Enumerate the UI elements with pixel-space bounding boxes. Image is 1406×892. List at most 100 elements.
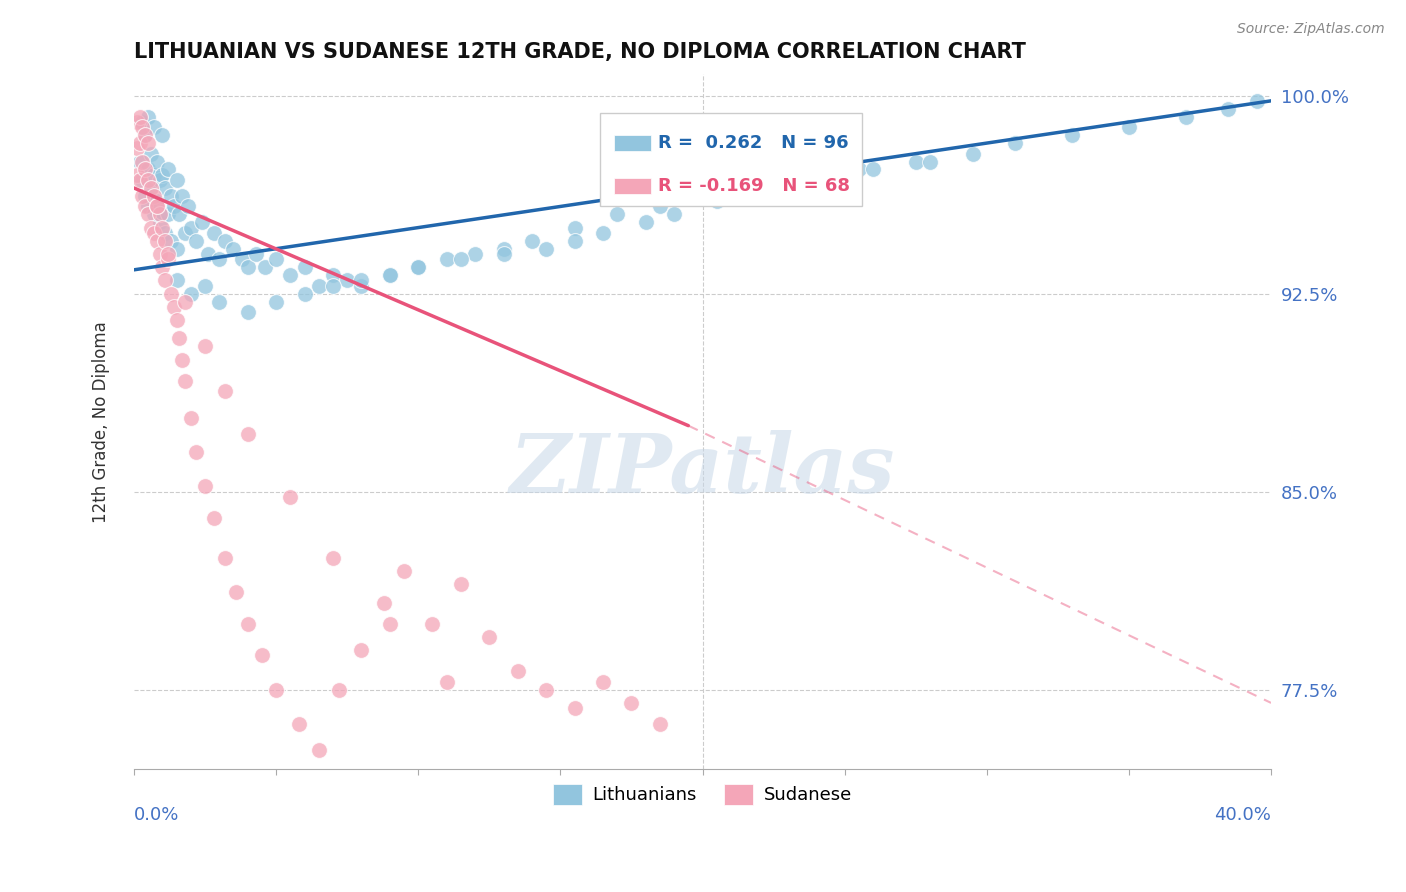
Point: [378, 616, 401, 631]
Point: [450, 252, 472, 267]
Text: R =  0.262   N = 96: R = 0.262 N = 96: [658, 134, 849, 152]
Point: [1218, 102, 1240, 116]
Point: [253, 260, 276, 275]
Point: [142, 189, 165, 203]
Point: [294, 260, 316, 275]
Point: [197, 247, 219, 261]
FancyBboxPatch shape: [614, 136, 651, 151]
Point: [128, 110, 150, 124]
Point: [194, 278, 217, 293]
Point: [214, 234, 236, 248]
Point: [1004, 136, 1026, 150]
Point: [222, 242, 245, 256]
Point: [142, 226, 165, 240]
Point: [328, 682, 350, 697]
Text: Source: ZipAtlas.com: Source: ZipAtlas.com: [1237, 22, 1385, 37]
Point: [134, 128, 156, 143]
Point: [231, 252, 253, 267]
Point: [202, 511, 225, 525]
Point: [194, 479, 217, 493]
Point: [160, 286, 183, 301]
Point: [620, 696, 643, 710]
Point: [172, 352, 194, 367]
Point: [166, 173, 188, 187]
Point: [148, 173, 170, 187]
Point: [172, 189, 194, 203]
Point: [436, 674, 458, 689]
Point: [139, 146, 162, 161]
Point: [202, 226, 225, 240]
Point: [131, 115, 153, 129]
Point: [180, 286, 202, 301]
Point: [166, 242, 188, 256]
Point: [236, 616, 259, 631]
Point: [592, 674, 614, 689]
Point: [706, 194, 728, 209]
Point: [1118, 120, 1140, 135]
Point: [163, 199, 186, 213]
Point: [250, 648, 273, 663]
Point: [131, 173, 153, 187]
Point: [186, 445, 208, 459]
Point: [406, 260, 429, 275]
Point: [145, 154, 167, 169]
Point: [288, 717, 311, 731]
Point: [166, 273, 188, 287]
Point: [145, 234, 167, 248]
Point: [148, 207, 170, 221]
Point: [350, 643, 373, 657]
Point: [157, 162, 180, 177]
Point: [128, 173, 150, 187]
Point: [208, 294, 231, 309]
Point: [157, 252, 180, 267]
Point: [225, 585, 247, 599]
Point: [191, 215, 214, 229]
Point: [166, 313, 188, 327]
Point: [492, 242, 515, 256]
Point: [155, 234, 177, 248]
Point: [806, 173, 828, 187]
Point: [134, 162, 156, 177]
Point: [150, 260, 173, 275]
Point: [336, 273, 359, 287]
Point: [134, 189, 156, 203]
Point: [214, 550, 236, 565]
Point: [163, 300, 186, 314]
Point: [748, 181, 770, 195]
Point: [264, 294, 287, 309]
Point: [131, 189, 153, 203]
Point: [373, 596, 395, 610]
Text: R = -0.169   N = 68: R = -0.169 N = 68: [658, 177, 851, 194]
Point: [136, 162, 159, 177]
Point: [278, 268, 301, 282]
Point: [148, 215, 170, 229]
Point: [136, 207, 159, 221]
Point: [322, 278, 344, 293]
Point: [148, 247, 170, 261]
Point: [308, 743, 330, 757]
Point: [214, 384, 236, 399]
Point: [662, 207, 685, 221]
Point: [378, 268, 401, 282]
Point: [378, 268, 401, 282]
Point: [155, 273, 177, 287]
Point: [139, 220, 162, 235]
Point: [478, 630, 501, 644]
Point: [160, 234, 183, 248]
Point: [436, 252, 458, 267]
Point: [606, 207, 628, 221]
Point: [322, 550, 344, 565]
Point: [406, 260, 429, 275]
Point: [136, 136, 159, 150]
Point: [142, 120, 165, 135]
Point: [125, 115, 148, 129]
Point: [142, 168, 165, 182]
Point: [125, 168, 148, 182]
Point: [131, 154, 153, 169]
Point: [962, 146, 984, 161]
Point: [264, 252, 287, 267]
Point: [139, 181, 162, 195]
Point: [862, 162, 884, 177]
Text: LITHUANIAN VS SUDANESE 12TH GRADE, NO DIPLOMA CORRELATION CHART: LITHUANIAN VS SUDANESE 12TH GRADE, NO DI…: [134, 42, 1026, 62]
Point: [848, 162, 870, 177]
